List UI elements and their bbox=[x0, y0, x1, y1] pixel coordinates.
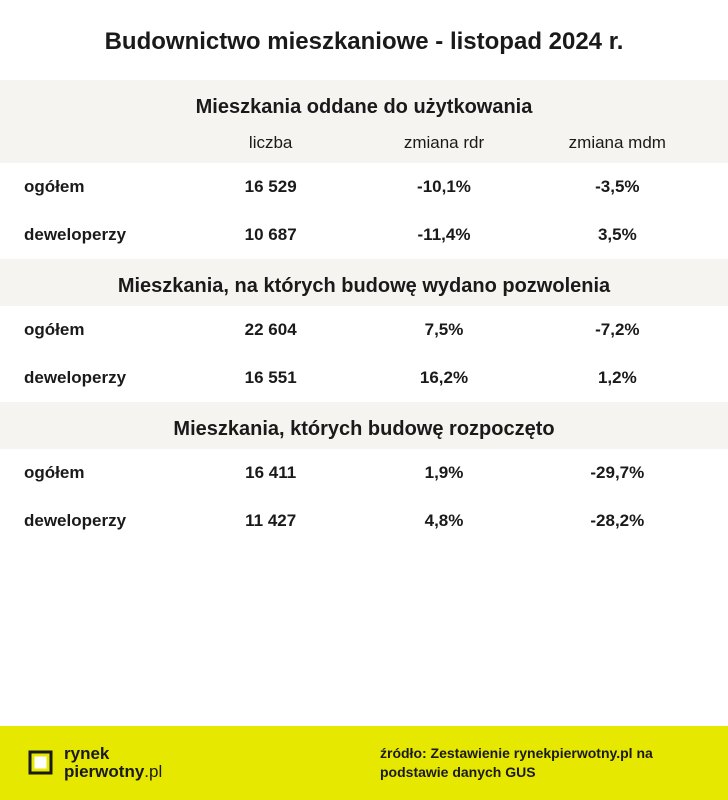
row-label: ogółem bbox=[24, 463, 184, 483]
brand-icon bbox=[28, 750, 54, 776]
brand-text: rynek pierwotny.pl bbox=[64, 745, 162, 781]
cell-yoy: -10,1% bbox=[357, 177, 530, 197]
table-row: ogółem16 529-10,1%-3,5% bbox=[0, 163, 728, 211]
table-row: ogółem22 6047,5%-7,2% bbox=[0, 306, 728, 354]
column-header-yoy: zmiana rdr bbox=[357, 133, 530, 153]
brand-line1: rynek bbox=[64, 744, 109, 763]
section-header: Mieszkania, na których budowę wydano poz… bbox=[0, 259, 728, 306]
section-header: Mieszkania, których budowę rozpoczęto bbox=[0, 402, 728, 449]
row-label: deweloperzy bbox=[24, 368, 184, 388]
row-label: ogółem bbox=[24, 177, 184, 197]
cell-mom: -28,2% bbox=[531, 511, 704, 531]
cell-mom: -7,2% bbox=[531, 320, 704, 340]
cell-yoy: 16,2% bbox=[357, 368, 530, 388]
brand-logo: rynek pierwotny.pl bbox=[28, 745, 162, 781]
cell-count: 16 529 bbox=[184, 177, 357, 197]
brand-suffix: .pl bbox=[144, 762, 162, 781]
table-row: deweloperzy10 687-11,4%3,5% bbox=[0, 211, 728, 259]
row-label: deweloperzy bbox=[24, 511, 184, 531]
section-header: Mieszkania oddane do użytkowania bbox=[0, 80, 728, 127]
table-row: deweloperzy11 4274,8%-28,2% bbox=[0, 497, 728, 545]
cell-count: 11 427 bbox=[184, 511, 357, 531]
sections: Mieszkania oddane do użytkowanialiczbazm… bbox=[0, 80, 728, 545]
cell-yoy: 4,8% bbox=[357, 511, 530, 531]
column-header-mom: zmiana mdm bbox=[531, 133, 704, 153]
source-text: źródło: Zestawienie rynekpierwotny.pl na… bbox=[380, 744, 700, 782]
page: Budownictwo mieszkaniowe - listopad 2024… bbox=[0, 0, 728, 800]
column-header-count: liczba bbox=[184, 133, 357, 153]
cell-yoy: -11,4% bbox=[357, 225, 530, 245]
table-row: ogółem16 4111,9%-29,7% bbox=[0, 449, 728, 497]
cell-mom: -29,7% bbox=[531, 463, 704, 483]
footer: rynek pierwotny.pl źródło: Zestawienie r… bbox=[0, 726, 728, 800]
cell-yoy: 1,9% bbox=[357, 463, 530, 483]
column-header-row: liczbazmiana rdrzmiana mdm bbox=[0, 127, 728, 163]
page-title: Budownictwo mieszkaniowe - listopad 2024… bbox=[0, 0, 728, 80]
cell-yoy: 7,5% bbox=[357, 320, 530, 340]
cell-mom: -3,5% bbox=[531, 177, 704, 197]
cell-count: 22 604 bbox=[184, 320, 357, 340]
row-label: ogółem bbox=[24, 320, 184, 340]
column-header-blank bbox=[24, 133, 184, 153]
table-row: deweloperzy16 55116,2%1,2% bbox=[0, 354, 728, 402]
brand-line2: pierwotny bbox=[64, 762, 144, 781]
cell-mom: 1,2% bbox=[531, 368, 704, 388]
cell-mom: 3,5% bbox=[531, 225, 704, 245]
row-label: deweloperzy bbox=[24, 225, 184, 245]
cell-count: 16 551 bbox=[184, 368, 357, 388]
cell-count: 10 687 bbox=[184, 225, 357, 245]
cell-count: 16 411 bbox=[184, 463, 357, 483]
